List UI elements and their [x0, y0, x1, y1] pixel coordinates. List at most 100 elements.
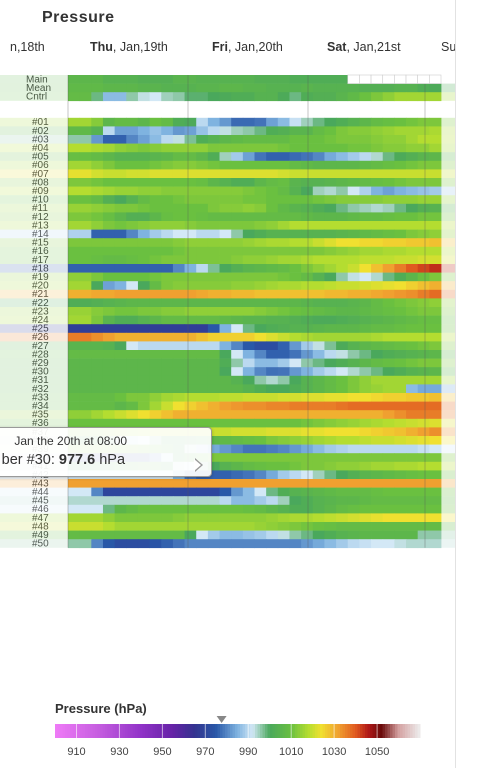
heatmap-cell[interactable]	[277, 117, 290, 127]
heatmap-cell[interactable]	[347, 453, 360, 463]
heatmap-cell[interactable]	[336, 367, 349, 377]
heatmap-cell[interactable]	[417, 341, 430, 351]
heatmap-cell[interactable]	[301, 358, 314, 368]
heatmap-cell[interactable]	[161, 281, 174, 291]
heatmap-cell[interactable]	[312, 255, 325, 265]
heatmap-cell[interactable]	[231, 496, 244, 506]
heatmap-cell[interactable]	[406, 195, 419, 205]
heatmap-cell[interactable]	[277, 530, 290, 540]
heatmap-cell[interactable]	[137, 264, 150, 273]
heatmap-cell[interactable]	[289, 126, 302, 136]
heatmap-cell[interactable]	[207, 427, 220, 437]
heatmap-cell[interactable]	[394, 513, 407, 523]
heatmap-cell[interactable]	[242, 418, 255, 428]
heatmap-cell[interactable]	[137, 375, 150, 385]
heatmap-cell[interactable]	[172, 143, 185, 153]
heatmap-cell[interactable]	[137, 522, 150, 531]
heatmap-cell[interactable]	[406, 289, 419, 299]
heatmap-cell[interactable]	[219, 83, 232, 93]
heatmap-cell[interactable]	[126, 186, 139, 196]
heatmap-cell[interactable]	[184, 298, 197, 308]
heatmap-cell[interactable]	[266, 143, 279, 153]
heatmap-cell[interactable]	[289, 496, 302, 506]
heatmap-cell[interactable]	[79, 255, 92, 265]
heatmap-cell[interactable]	[231, 92, 244, 102]
heatmap-cell[interactable]	[79, 401, 92, 411]
heatmap-cell[interactable]	[114, 479, 127, 488]
heatmap-cell[interactable]	[254, 341, 267, 351]
heatmap-cell[interactable]	[126, 530, 139, 540]
heatmap-cell[interactable]	[91, 479, 104, 488]
heatmap-cell[interactable]	[91, 539, 104, 549]
heatmap-cell[interactable]	[68, 126, 81, 136]
heatmap-cell[interactable]	[406, 272, 419, 282]
heatmap-cell[interactable]	[68, 401, 81, 411]
heatmap-cell[interactable]	[254, 289, 267, 299]
heatmap-cell[interactable]	[347, 289, 360, 299]
heatmap-cell[interactable]	[172, 393, 185, 402]
heatmap-cell[interactable]	[126, 307, 139, 316]
heatmap-cell[interactable]	[137, 504, 150, 514]
heatmap-cell[interactable]	[266, 513, 279, 523]
heatmap-cell[interactable]	[68, 264, 81, 273]
heatmap-cell[interactable]	[406, 186, 419, 196]
heatmap-cell[interactable]	[91, 169, 104, 179]
heatmap-cell[interactable]	[68, 530, 81, 540]
heatmap-cell[interactable]	[149, 393, 162, 402]
heatmap-cell[interactable]	[114, 332, 127, 342]
heatmap-cell[interactable]	[347, 324, 360, 334]
heatmap-cell[interactable]	[417, 195, 430, 205]
heatmap-cell[interactable]	[359, 169, 372, 179]
heatmap-cell[interactable]	[161, 238, 174, 248]
heatmap-cell[interactable]	[324, 418, 337, 428]
heatmap-cell[interactable]	[312, 221, 325, 230]
heatmap-cell[interactable]	[126, 504, 139, 514]
heatmap-cell[interactable]	[219, 307, 232, 316]
heatmap-cell[interactable]	[394, 135, 407, 144]
heatmap-cell[interactable]	[102, 264, 116, 273]
heatmap-cell[interactable]	[417, 221, 430, 230]
heatmap-cell[interactable]	[394, 143, 407, 153]
heatmap-cell[interactable]	[406, 367, 419, 377]
heatmap-cell[interactable]	[219, 350, 232, 359]
heatmap-cell[interactable]	[359, 513, 372, 523]
heatmap-cell[interactable]	[91, 393, 104, 402]
heatmap-cell[interactable]	[231, 126, 244, 136]
heatmap-cell[interactable]	[114, 496, 127, 506]
heatmap-cell[interactable]	[254, 453, 267, 463]
heatmap-cell[interactable]	[184, 126, 197, 136]
heatmap-cell[interactable]	[184, 393, 197, 402]
heatmap-cell[interactable]	[149, 195, 162, 205]
heatmap-cell[interactable]	[277, 152, 290, 162]
heatmap-cell[interactable]	[359, 307, 372, 316]
heatmap-cell[interactable]	[289, 324, 302, 334]
heatmap-cell[interactable]	[371, 350, 384, 359]
heatmap-cell[interactable]	[371, 375, 384, 385]
heatmap-cell[interactable]	[429, 135, 442, 144]
heatmap-cell[interactable]	[196, 539, 209, 549]
heatmap-cell[interactable]	[68, 324, 81, 334]
heatmap-cell[interactable]	[301, 169, 314, 179]
heatmap-cell[interactable]	[324, 461, 337, 471]
heatmap-cell[interactable]	[79, 126, 92, 136]
heatmap-cell[interactable]	[68, 375, 81, 385]
heatmap-cell[interactable]	[114, 126, 127, 136]
heatmap-cell[interactable]	[429, 281, 442, 291]
heatmap-cell[interactable]	[161, 367, 174, 377]
heatmap-cell[interactable]	[359, 418, 372, 428]
heatmap-cell[interactable]	[382, 418, 395, 428]
heatmap-cell[interactable]	[242, 221, 255, 230]
heatmap-cell[interactable]	[161, 272, 174, 282]
heatmap-cell[interactable]	[371, 496, 384, 506]
heatmap-cell[interactable]	[347, 470, 360, 480]
heatmap-cell[interactable]	[126, 324, 139, 334]
heatmap-cell[interactable]	[254, 384, 267, 394]
heatmap-cell[interactable]	[242, 504, 255, 514]
heatmap-cell[interactable]	[219, 470, 232, 480]
heatmap-cell[interactable]	[406, 539, 419, 549]
heatmap-cell[interactable]	[289, 203, 302, 213]
heatmap-cell[interactable]	[68, 522, 81, 531]
heatmap-cell[interactable]	[184, 264, 197, 273]
heatmap-cell[interactable]	[289, 401, 302, 411]
heatmap-cell[interactable]	[429, 384, 442, 394]
